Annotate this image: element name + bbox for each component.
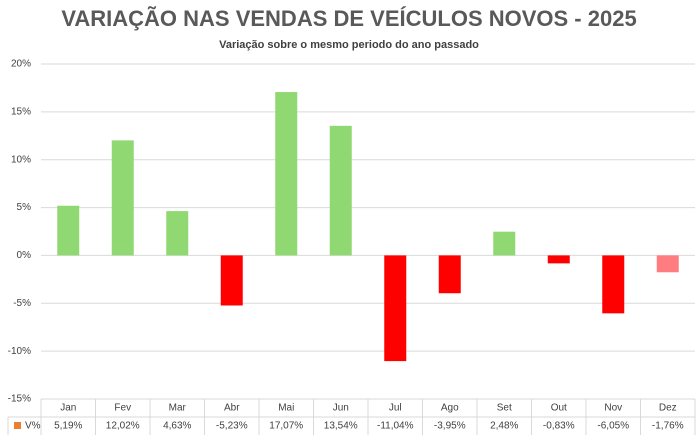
bar [329, 125, 352, 256]
y-tick-label: -10% [8, 346, 31, 357]
y-tick-label: -15% [8, 394, 31, 405]
value-label: 5,19% [54, 421, 82, 432]
x-tick-label: Jan [60, 403, 76, 414]
x-tick-label: Fev [114, 403, 131, 414]
bar [384, 255, 407, 362]
bar [493, 231, 516, 256]
x-tick-label: Abr [224, 403, 240, 414]
value-label: -1,76% [652, 421, 684, 432]
bar [166, 211, 189, 256]
value-label: -5,23% [216, 421, 248, 432]
value-label: -11,04% [377, 421, 414, 432]
bar [438, 255, 461, 294]
value-label: -3,95% [434, 421, 466, 432]
bar [656, 255, 679, 273]
x-tick-label: Mar [169, 403, 187, 414]
bar [547, 255, 570, 264]
y-tick-label: 20% [11, 59, 31, 70]
x-tick-label: Mai [278, 403, 294, 414]
bar [111, 140, 134, 256]
x-tick-label: Jun [333, 403, 349, 414]
y-tick-label: -5% [13, 298, 31, 309]
x-tick-label: Ago [441, 403, 459, 414]
value-label: 13,54% [324, 421, 358, 432]
value-label: 12,02% [106, 421, 140, 432]
chart-subtitle: Variação sobre o mesmo periodo do ano pa… [219, 39, 479, 51]
bar [275, 92, 298, 256]
y-tick-label: 10% [11, 154, 31, 165]
legend-marker [14, 422, 21, 429]
x-tick-label: Out [551, 403, 567, 414]
value-label: 4,63% [163, 421, 191, 432]
y-tick-label: 0% [17, 250, 32, 261]
chart-title: VARIAÇÃO NAS VENDAS DE VEÍCULOS NOVOS - … [61, 6, 636, 31]
value-label: -6,05% [597, 421, 629, 432]
bar [220, 255, 243, 306]
y-tick-label: 15% [11, 106, 31, 117]
bar [57, 205, 80, 256]
value-label: -0,83% [543, 421, 575, 432]
y-tick-label: 5% [17, 202, 32, 213]
legend-label: V% [25, 421, 41, 432]
x-tick-label: Dez [659, 403, 677, 414]
x-tick-label: Set [497, 403, 512, 414]
value-label: 2,48% [490, 421, 518, 432]
x-tick-label: Jul [389, 403, 402, 414]
bar [602, 255, 625, 314]
value-label: 17,07% [269, 421, 303, 432]
x-tick-label: Nov [604, 403, 622, 414]
